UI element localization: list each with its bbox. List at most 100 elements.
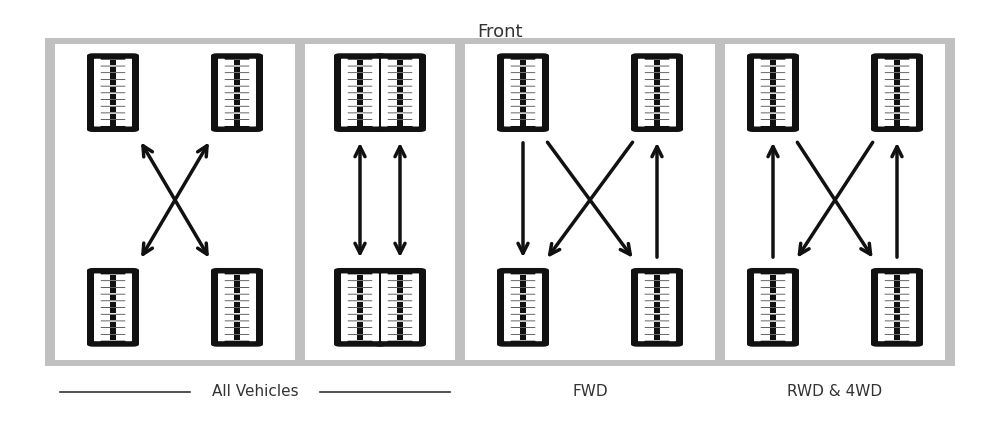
FancyBboxPatch shape [357, 308, 363, 314]
FancyBboxPatch shape [110, 288, 116, 293]
FancyBboxPatch shape [347, 86, 373, 93]
FancyBboxPatch shape [770, 275, 776, 280]
FancyBboxPatch shape [110, 120, 116, 125]
FancyBboxPatch shape [631, 268, 683, 347]
FancyBboxPatch shape [234, 322, 240, 327]
FancyBboxPatch shape [347, 301, 373, 307]
FancyBboxPatch shape [334, 268, 386, 347]
FancyBboxPatch shape [397, 67, 403, 72]
FancyBboxPatch shape [224, 274, 250, 280]
FancyBboxPatch shape [510, 281, 536, 287]
FancyBboxPatch shape [770, 288, 776, 293]
FancyBboxPatch shape [347, 100, 373, 106]
FancyBboxPatch shape [110, 80, 116, 85]
FancyBboxPatch shape [234, 100, 240, 106]
FancyBboxPatch shape [644, 80, 670, 86]
FancyBboxPatch shape [644, 335, 670, 341]
FancyBboxPatch shape [644, 321, 670, 327]
FancyBboxPatch shape [234, 308, 240, 314]
FancyBboxPatch shape [894, 67, 900, 72]
FancyBboxPatch shape [347, 281, 373, 287]
FancyBboxPatch shape [387, 308, 413, 314]
FancyBboxPatch shape [234, 80, 240, 85]
FancyBboxPatch shape [347, 274, 373, 280]
FancyBboxPatch shape [100, 113, 126, 119]
FancyBboxPatch shape [510, 100, 536, 106]
FancyBboxPatch shape [397, 308, 403, 314]
FancyBboxPatch shape [110, 100, 116, 106]
FancyBboxPatch shape [644, 274, 670, 280]
FancyBboxPatch shape [520, 107, 526, 112]
FancyBboxPatch shape [224, 107, 250, 112]
FancyBboxPatch shape [894, 288, 900, 293]
FancyBboxPatch shape [770, 295, 776, 300]
FancyBboxPatch shape [884, 73, 910, 79]
FancyBboxPatch shape [504, 274, 511, 341]
FancyBboxPatch shape [644, 328, 670, 334]
FancyBboxPatch shape [347, 120, 373, 126]
FancyBboxPatch shape [357, 74, 363, 79]
FancyBboxPatch shape [894, 74, 900, 79]
FancyBboxPatch shape [894, 301, 900, 307]
FancyBboxPatch shape [234, 288, 240, 293]
FancyBboxPatch shape [894, 295, 900, 300]
FancyBboxPatch shape [644, 107, 670, 112]
FancyBboxPatch shape [760, 281, 786, 287]
FancyBboxPatch shape [397, 275, 403, 280]
FancyBboxPatch shape [644, 301, 670, 307]
FancyBboxPatch shape [110, 74, 116, 79]
FancyBboxPatch shape [357, 295, 363, 300]
FancyBboxPatch shape [754, 274, 761, 341]
FancyBboxPatch shape [644, 281, 670, 287]
FancyBboxPatch shape [110, 335, 116, 340]
FancyBboxPatch shape [644, 308, 670, 314]
FancyBboxPatch shape [125, 59, 132, 127]
FancyBboxPatch shape [397, 295, 403, 300]
FancyBboxPatch shape [654, 107, 660, 112]
FancyBboxPatch shape [884, 100, 910, 106]
FancyBboxPatch shape [894, 107, 900, 112]
FancyBboxPatch shape [94, 59, 101, 127]
FancyBboxPatch shape [510, 93, 536, 99]
FancyBboxPatch shape [760, 321, 786, 327]
FancyBboxPatch shape [894, 335, 900, 340]
FancyBboxPatch shape [357, 114, 363, 119]
FancyBboxPatch shape [224, 335, 250, 341]
FancyBboxPatch shape [535, 59, 542, 127]
FancyBboxPatch shape [884, 308, 910, 314]
FancyBboxPatch shape [760, 60, 786, 66]
FancyBboxPatch shape [510, 107, 536, 112]
FancyBboxPatch shape [110, 308, 116, 314]
FancyBboxPatch shape [94, 274, 101, 341]
FancyBboxPatch shape [234, 93, 240, 99]
FancyBboxPatch shape [909, 274, 916, 341]
FancyBboxPatch shape [520, 288, 526, 293]
FancyBboxPatch shape [100, 100, 126, 106]
FancyBboxPatch shape [347, 321, 373, 327]
FancyBboxPatch shape [387, 120, 413, 126]
FancyBboxPatch shape [644, 314, 670, 321]
FancyBboxPatch shape [654, 295, 660, 300]
FancyBboxPatch shape [397, 107, 403, 112]
FancyBboxPatch shape [100, 314, 126, 321]
FancyBboxPatch shape [884, 80, 910, 86]
FancyBboxPatch shape [510, 113, 536, 119]
FancyBboxPatch shape [397, 328, 403, 333]
FancyBboxPatch shape [234, 315, 240, 320]
FancyBboxPatch shape [357, 315, 363, 320]
FancyBboxPatch shape [100, 60, 126, 66]
FancyBboxPatch shape [654, 60, 660, 65]
FancyBboxPatch shape [387, 107, 413, 112]
FancyBboxPatch shape [510, 328, 536, 334]
FancyBboxPatch shape [510, 60, 536, 66]
FancyBboxPatch shape [397, 87, 403, 92]
FancyBboxPatch shape [638, 274, 645, 341]
FancyBboxPatch shape [770, 322, 776, 327]
FancyBboxPatch shape [397, 282, 403, 287]
FancyBboxPatch shape [884, 274, 910, 280]
FancyBboxPatch shape [224, 100, 250, 106]
FancyBboxPatch shape [234, 328, 240, 333]
FancyBboxPatch shape [412, 59, 419, 127]
FancyBboxPatch shape [770, 87, 776, 92]
FancyBboxPatch shape [510, 308, 536, 314]
